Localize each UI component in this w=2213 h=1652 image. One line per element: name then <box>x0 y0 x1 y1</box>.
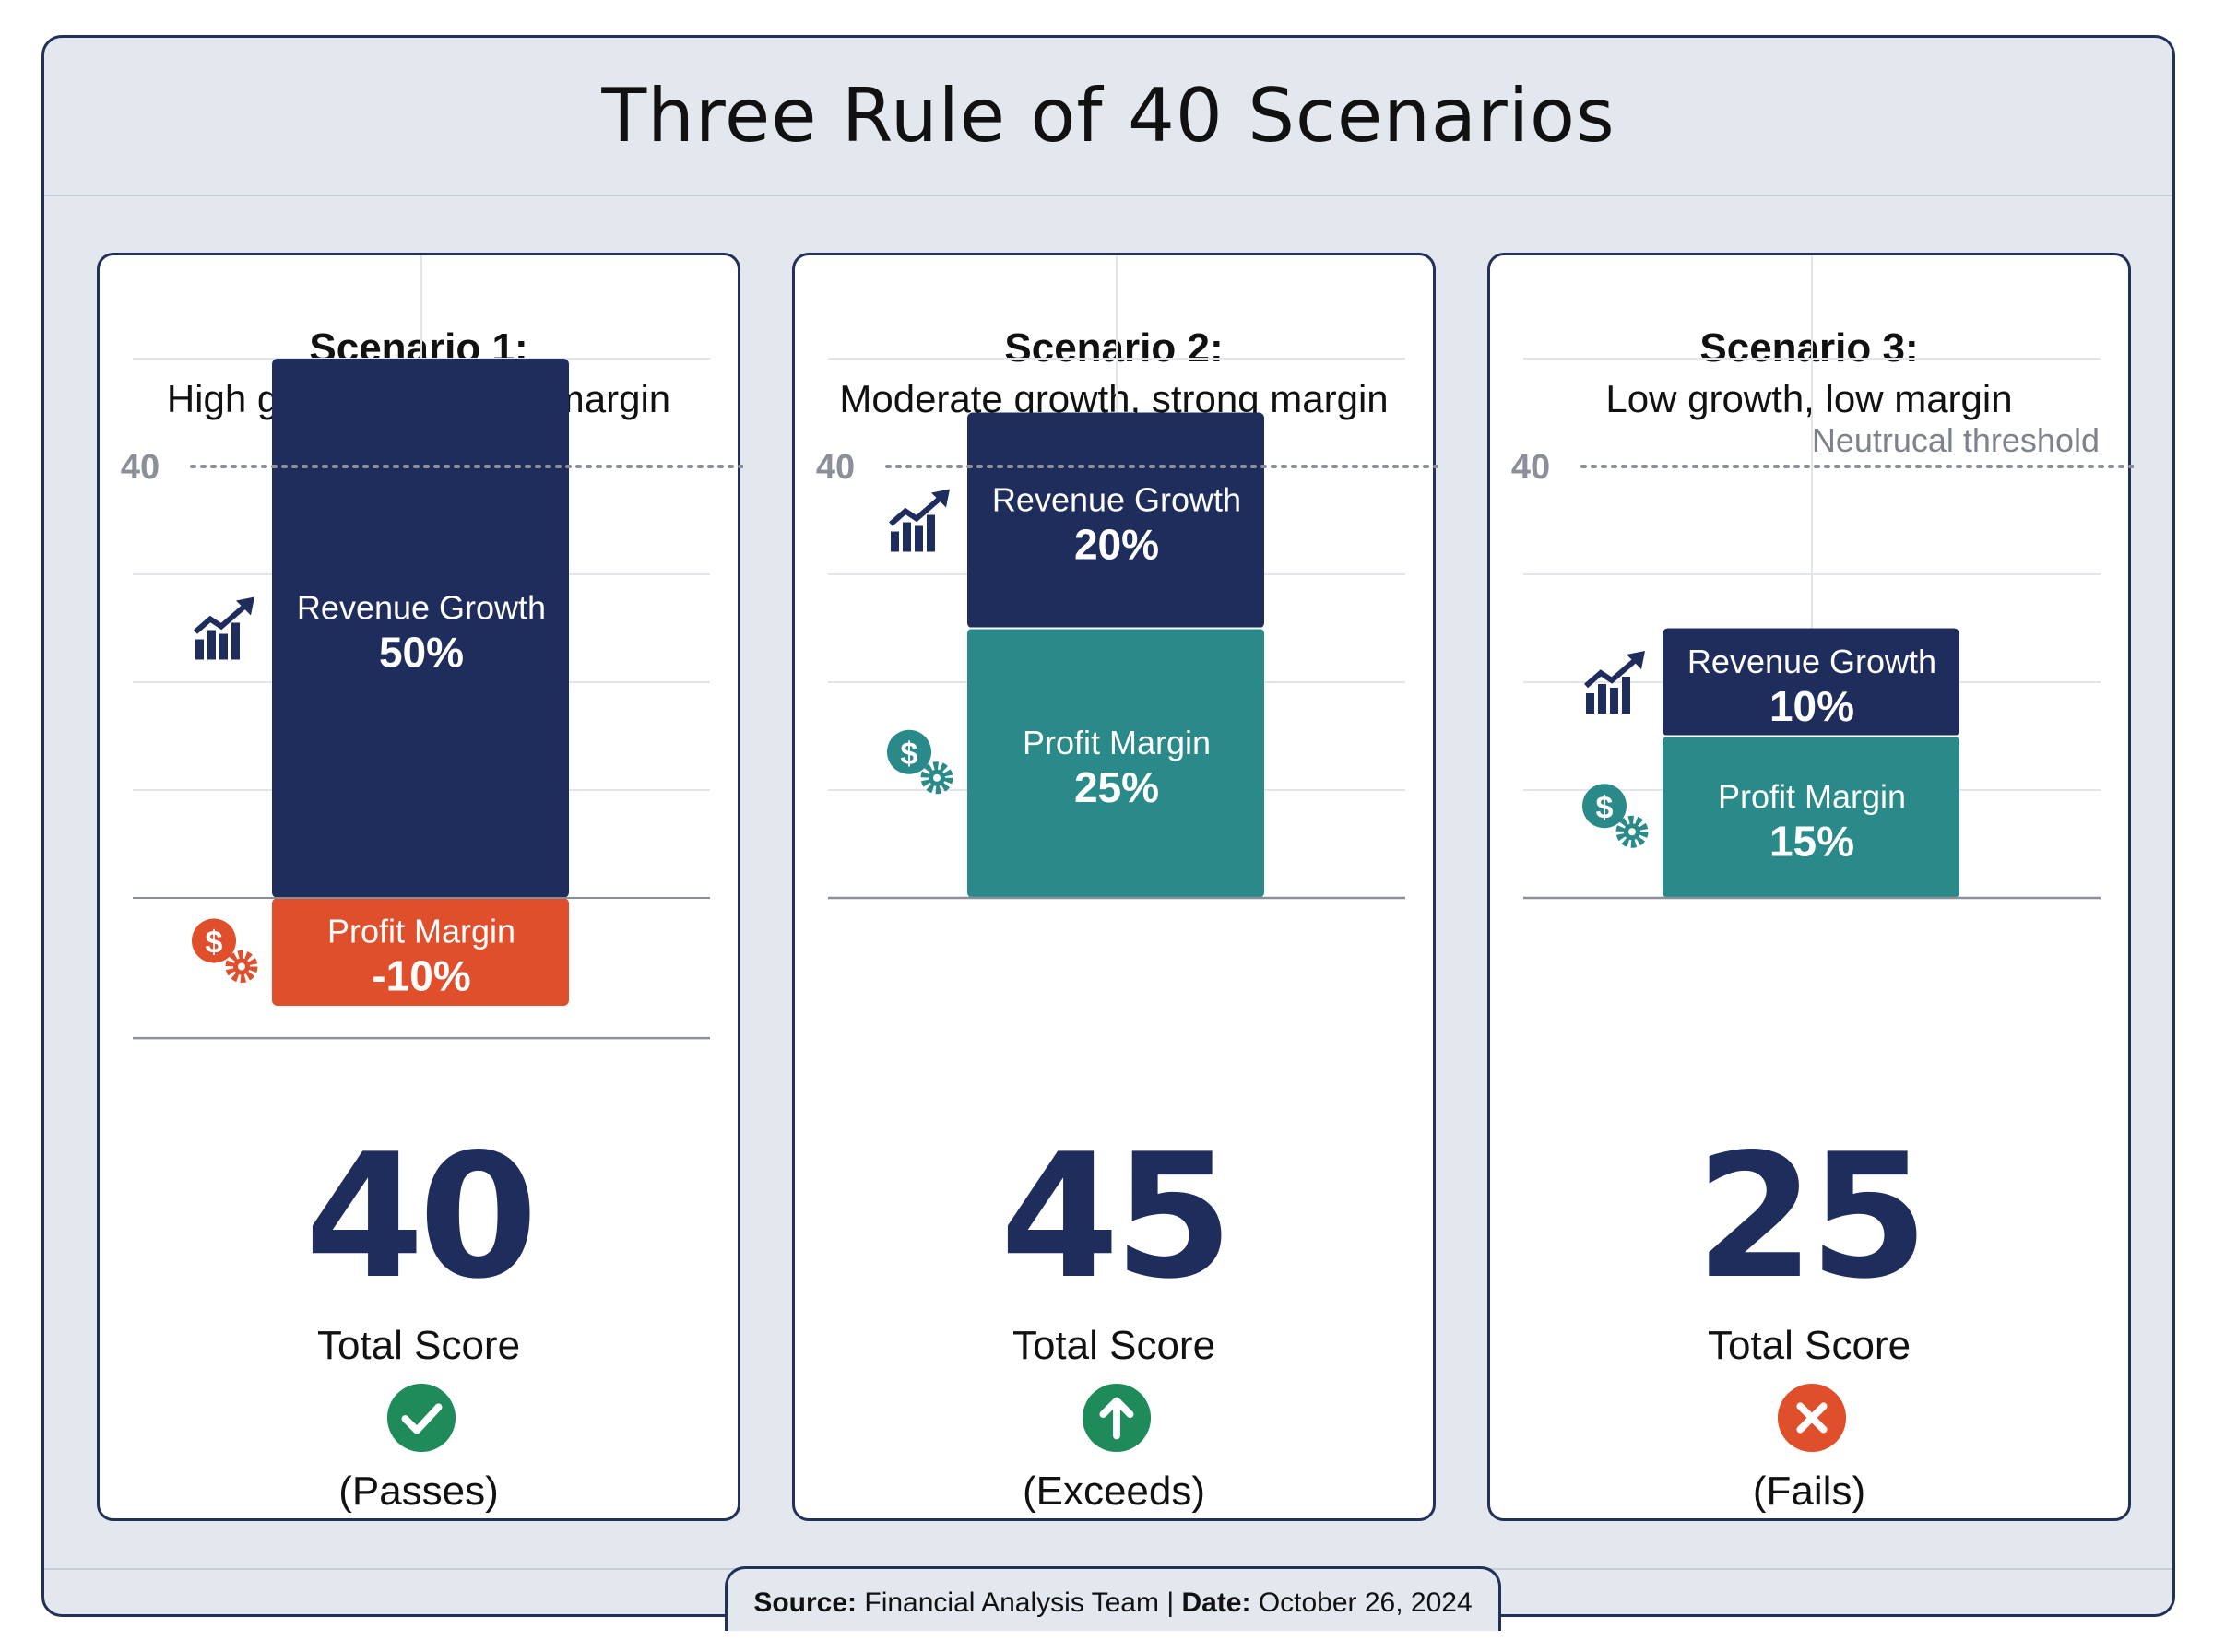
source-label: Source: <box>753 1587 858 1618</box>
profit-margin-label: Profit Margin <box>1023 724 1211 761</box>
revenue-growth-value: 20% <box>1074 521 1159 569</box>
page-title: Three Rule of 40 Scenarios <box>601 73 1615 159</box>
profit-margin-label: Profit Margin <box>327 913 515 950</box>
status-text: (Exceeds) <box>1022 1469 1206 1514</box>
status-text: (Fails) <box>1752 1469 1866 1514</box>
check-icon <box>386 1383 456 1453</box>
threshold-tick-label: 40 <box>816 448 855 487</box>
profit-margin-bar <box>272 898 569 1006</box>
profit-margin-label: Profit Margin <box>1718 777 1906 815</box>
svg-text:$: $ <box>901 737 918 772</box>
growth-chart-icon <box>194 596 254 660</box>
svg-text:$: $ <box>206 926 223 961</box>
scenario-panel-3: Scenario 3: Low growth, low margin 40 Neu… <box>1487 253 2134 1521</box>
scenario-subtitle: Low growth, low margin <box>1605 377 2013 420</box>
profit-margin-value: 25% <box>1074 763 1159 811</box>
footer-separator: | <box>1166 1587 1175 1618</box>
date-label: Date: <box>1181 1587 1251 1618</box>
title-band: Three Rule of 40 Scenarios <box>44 38 2172 196</box>
revenue-growth-label: Revenue Growth <box>297 589 546 627</box>
arrow-up-icon <box>1082 1383 1152 1453</box>
revenue-growth-value: 10% <box>1769 682 1854 730</box>
threshold-label: Neutrucal threshold <box>1812 421 2100 459</box>
dollar-gear-icon: $ <box>1582 784 1649 848</box>
revenue-growth-bar <box>1663 628 1959 737</box>
scenario-panel-1: Scenario 1: High growth, negative margin… <box>97 253 743 1521</box>
scenario-title: Scenario 3: <box>1699 325 1919 371</box>
total-score-label: Total Score <box>1707 1323 1911 1368</box>
total-score-label: Total Score <box>316 1323 521 1368</box>
threshold-tick-label: 40 <box>1511 448 1550 487</box>
dollar-gear-icon: $ <box>887 729 953 795</box>
infographic-frame: Three Rule of 40 Scenarios Scenario 1: H… <box>41 35 2175 1631</box>
status-text: (Passes) <box>338 1469 499 1514</box>
date-value: October 26, 2024 <box>1258 1587 1473 1618</box>
svg-text:$: $ <box>1596 790 1614 825</box>
profit-margin-bar <box>1663 736 1959 898</box>
profit-margin-value: -10% <box>372 952 470 1000</box>
revenue-growth-label: Revenue Growth <box>992 481 1241 519</box>
dollar-gear-icon: $ <box>192 918 258 983</box>
total-score-label: Total Score <box>1012 1323 1216 1368</box>
scenario-panel-2: Scenario 2: Moderate growth, strong marg… <box>792 253 1438 1521</box>
total-score-value: 40 <box>304 1116 538 1316</box>
total-score-value: 25 <box>1695 1116 1929 1316</box>
revenue-growth-bar <box>272 359 569 898</box>
total-score-value: 45 <box>1000 1116 1234 1316</box>
threshold-tick-label: 40 <box>121 448 160 487</box>
scenario-title: Scenario 2: <box>1004 325 1224 371</box>
growth-chart-icon <box>1584 651 1645 714</box>
revenue-growth-value: 50% <box>379 629 464 677</box>
source-value: Financial Analysis Team <box>864 1587 1159 1618</box>
profit-margin-value: 15% <box>1769 817 1854 865</box>
source-footer: Source: Financial Analysis Team | Date: … <box>725 1566 1501 1631</box>
revenue-growth-label: Revenue Growth <box>1687 643 1936 680</box>
growth-chart-icon <box>889 489 950 552</box>
cross-icon <box>1777 1383 1847 1453</box>
profit-margin-bar <box>967 628 1264 898</box>
